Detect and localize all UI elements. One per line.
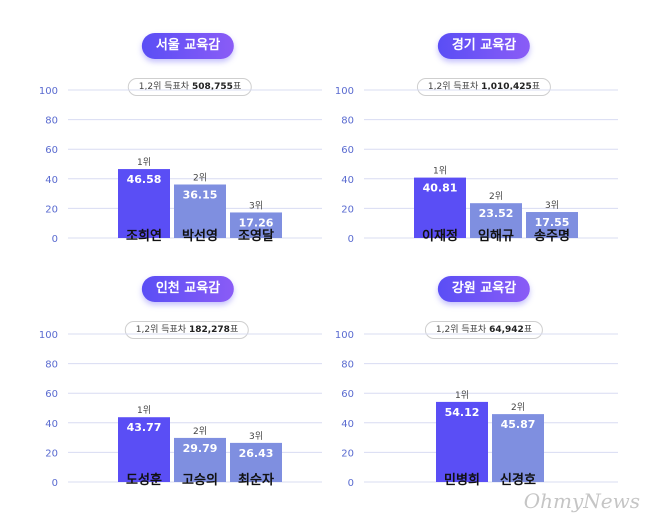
difference-value: 182,278 (188, 325, 230, 335)
y-tick-label: 0 (348, 478, 354, 489)
rank-label: 3위 (249, 200, 263, 211)
category-label: 고승의 (182, 472, 218, 488)
bar (526, 212, 578, 238)
data-label: 17.55 (535, 216, 570, 229)
category-label: 최순자 (238, 473, 274, 488)
y-tick-label: 100 (335, 330, 354, 341)
category-label: 송주명 (534, 228, 570, 244)
y-tick-label: 100 (335, 86, 354, 97)
chart-title: 강원 교육감 (437, 276, 531, 302)
bar (230, 212, 282, 238)
difference-label: 1,2위 득표차 (435, 325, 487, 335)
chart-title: 인천 교육감 (141, 276, 235, 302)
y-tick-label: 60 (45, 145, 58, 156)
y-tick-label: 60 (45, 389, 58, 400)
category-label: 조영달 (238, 229, 274, 244)
rank-label: 1위 (455, 390, 469, 401)
data-label: 45.87 (501, 418, 536, 431)
bar (118, 169, 170, 238)
rank-label: 3위 (249, 431, 263, 442)
difference-unit: 표 (531, 82, 541, 92)
chart-title: 서울 교육감 (141, 33, 235, 59)
data-label: 36.15 (183, 188, 218, 201)
y-tick-label: 20 (45, 448, 58, 459)
y-tick-label: 40 (45, 175, 58, 186)
y-tick-label: 80 (341, 116, 354, 127)
data-label: 17.26 (239, 216, 274, 229)
chart-panel-seoul: 서울 교육감 1,2위 득표차 508,755표 100 80 60 40 20 0 46.… (30, 30, 330, 260)
y-tick-label: 20 (45, 204, 58, 215)
y-tick-label: 80 (45, 116, 58, 127)
category-label: 신경호 (500, 472, 536, 488)
data-label: 29.79 (183, 442, 218, 455)
bar (174, 184, 226, 238)
y-tick-label: 80 (45, 360, 58, 371)
data-label: 26.43 (239, 447, 274, 460)
difference-label: 1,2위 득표차 (138, 82, 190, 92)
y-tick-label: 0 (348, 234, 354, 245)
data-label: 54.12 (445, 406, 480, 419)
y-tick-label: 60 (341, 145, 354, 156)
data-label: 23.52 (479, 207, 514, 220)
rank-label: 2위 (193, 172, 207, 183)
y-tick-label: 20 (341, 448, 354, 459)
chart-title: 경기 교육감 (437, 33, 531, 59)
category-label: 임해규 (478, 228, 514, 244)
difference-value: 508,755 (191, 82, 233, 92)
y-tick-label: 80 (341, 360, 354, 371)
bar (414, 177, 466, 238)
difference-value: 1,010,425 (481, 82, 532, 92)
bar (118, 417, 170, 482)
difference-unit: 표 (229, 325, 239, 335)
rank-label: 2위 (511, 402, 525, 413)
y-tick-label: 40 (341, 175, 354, 186)
category-label: 이재정 (422, 228, 458, 244)
category-label: 박선영 (182, 228, 218, 244)
rank-label: 2위 (489, 191, 503, 202)
rank-label: 1위 (137, 405, 151, 416)
bar (470, 203, 522, 238)
chart-panel-incheon: 인천 교육감 1,2위 득표차 182,278표 100 80 60 40 20 0 43.… (30, 274, 330, 504)
bar (492, 414, 544, 482)
rank-label: 1위 (137, 157, 151, 168)
chart-panel-gangwon: 강원 교육감 1,2위 득표차 64,942표 100 80 60 40 20 0 54.1… (326, 274, 626, 504)
rank-label: 1위 (433, 166, 447, 177)
category-label: 민병희 (444, 472, 480, 488)
bar (174, 437, 226, 482)
y-tick-label: 0 (52, 234, 58, 245)
y-tick-label: 60 (341, 389, 354, 400)
difference-label: 1,2위 득표차 (427, 82, 479, 92)
vote-difference-badge: 1,2위 득표차 1,010,425표 (416, 78, 552, 96)
y-tick-label: 100 (39, 86, 58, 97)
y-tick-label: 0 (52, 478, 58, 489)
difference-value: 64,942 (489, 325, 524, 335)
difference-unit: 표 (232, 82, 242, 92)
difference-label: 1,2위 득표차 (135, 325, 187, 335)
category-label: 조희연 (126, 229, 162, 244)
bar (436, 401, 488, 482)
vote-difference-badge: 1,2위 득표차 508,755표 (127, 78, 253, 96)
y-tick-label: 40 (341, 419, 354, 430)
watermark-logo: OhmyNews (523, 489, 640, 513)
data-label: 46.58 (127, 173, 162, 186)
data-label: 40.81 (423, 182, 458, 195)
y-tick-label: 20 (341, 204, 354, 215)
data-label: 43.77 (127, 421, 162, 434)
difference-unit: 표 (523, 325, 533, 335)
rank-label: 2위 (193, 426, 207, 437)
category-label: 도성훈 (126, 472, 162, 488)
chart-panel-gyeonggi: 경기 교육감 1,2위 득표차 1,010,425표 100 80 60 40 20 0 4… (326, 30, 626, 260)
y-tick-label: 100 (39, 330, 58, 341)
y-tick-label: 40 (45, 419, 58, 430)
bar (230, 442, 282, 482)
rank-label: 3위 (545, 200, 559, 211)
